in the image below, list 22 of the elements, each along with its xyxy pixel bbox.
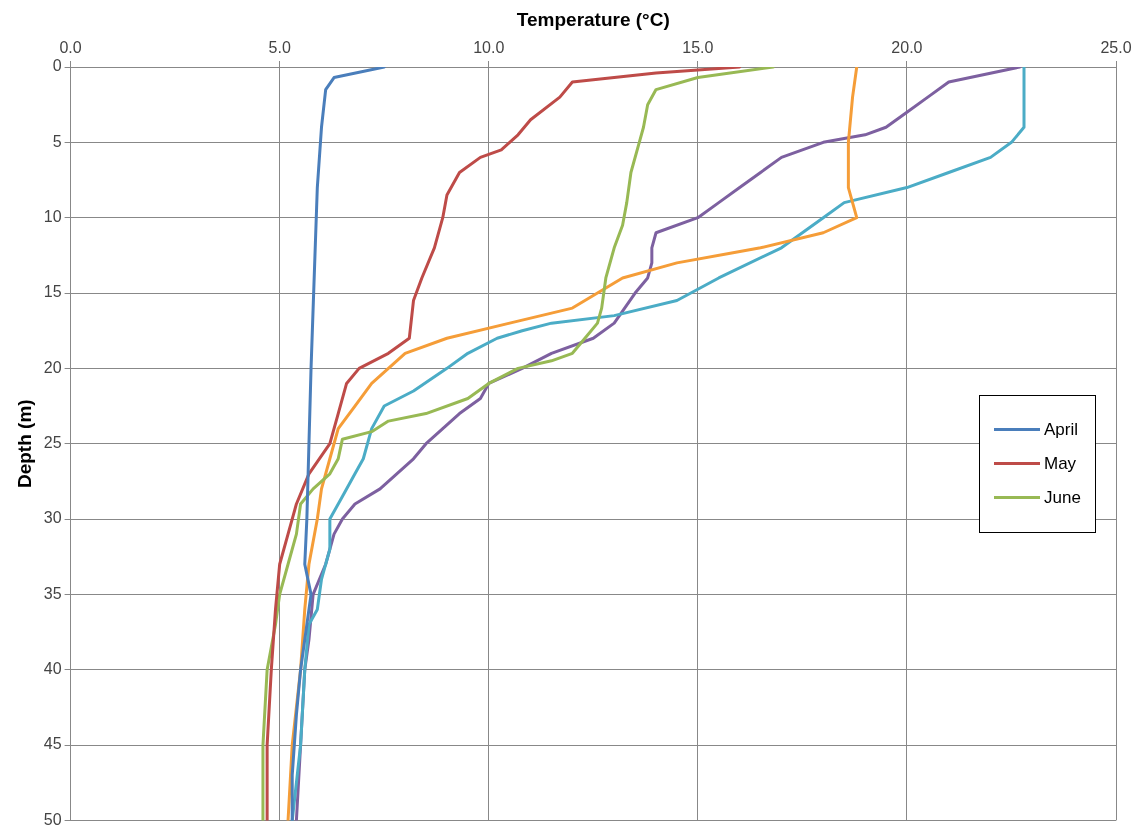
y-tick-label: 10 xyxy=(43,208,62,226)
x-tick-label: 5.0 xyxy=(268,38,291,56)
x-tick-label: 0.0 xyxy=(59,38,82,56)
x-tick-label: 20.0 xyxy=(891,38,923,56)
y-tick-label: 30 xyxy=(43,509,62,527)
y-tick-label: 20 xyxy=(43,358,62,376)
legend-label: June xyxy=(1044,487,1081,508)
y-tick-label: 15 xyxy=(43,283,62,301)
y-tick-label: 0 xyxy=(52,57,62,75)
y-tick-label: 40 xyxy=(43,660,62,678)
x-tick-label: 15.0 xyxy=(682,38,714,56)
y-tick-label: 50 xyxy=(43,810,62,828)
legend-label: April xyxy=(1044,419,1079,440)
y-tick-label: 45 xyxy=(43,735,62,753)
x-axis-title: Temperature (°C) xyxy=(516,8,670,30)
y-tick-label: 5 xyxy=(52,132,62,150)
legend-label: May xyxy=(1044,453,1077,474)
x-tick-label: 25.0 xyxy=(1100,38,1132,56)
y-axis-title: Depth (m) xyxy=(13,399,35,489)
x-tick-label: 10.0 xyxy=(473,38,505,56)
y-tick-label: 25 xyxy=(43,434,62,452)
y-tick-label: 35 xyxy=(43,584,62,602)
